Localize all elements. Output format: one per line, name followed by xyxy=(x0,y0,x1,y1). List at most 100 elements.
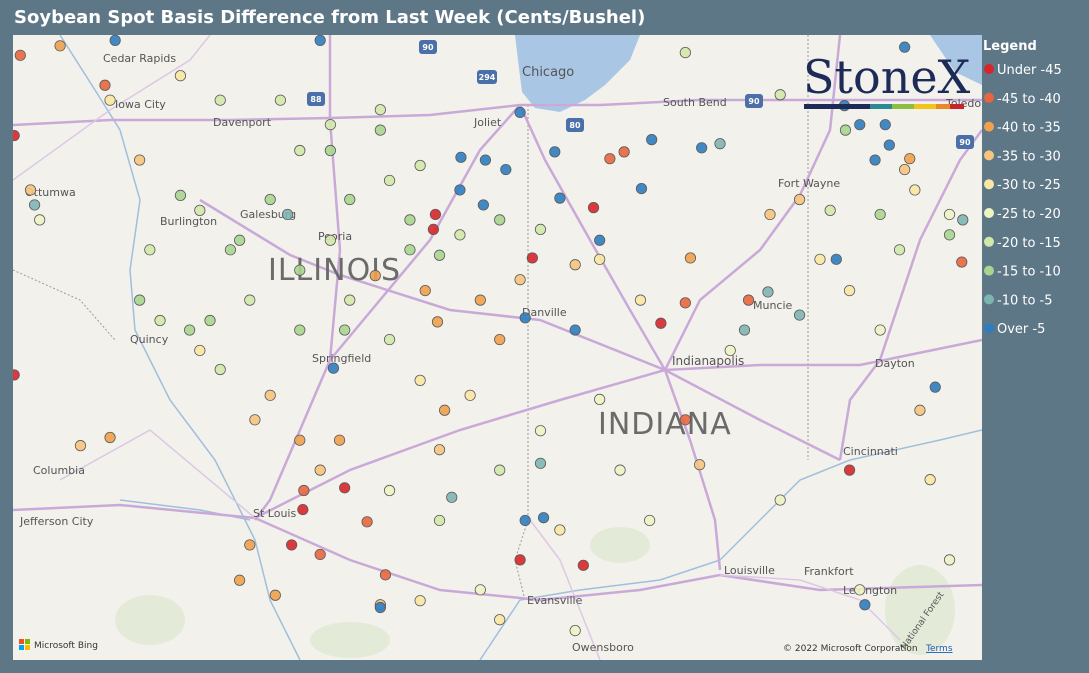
location-point xyxy=(519,514,531,527)
location-point xyxy=(764,208,776,221)
location-point xyxy=(429,208,442,221)
location-point xyxy=(914,404,926,416)
place-label: Davenport xyxy=(213,116,272,129)
location-point xyxy=(793,193,806,206)
place-label: Indianapolis xyxy=(672,354,744,368)
location-point xyxy=(714,138,726,150)
location-point xyxy=(361,516,373,528)
location-point xyxy=(684,252,697,264)
location-point xyxy=(943,208,956,221)
location-point xyxy=(679,46,691,59)
location-point xyxy=(333,434,346,446)
map-background xyxy=(13,35,982,660)
location-point xyxy=(569,624,581,637)
state-border xyxy=(13,269,116,341)
location-point xyxy=(13,369,20,381)
terms-link[interactable]: Terms xyxy=(925,644,953,654)
location-point xyxy=(454,184,466,196)
location-point xyxy=(294,144,306,157)
location-point xyxy=(454,229,466,241)
location-point xyxy=(54,40,66,52)
location-point xyxy=(374,124,386,136)
location-point xyxy=(286,539,298,551)
shield: 90 xyxy=(956,135,974,149)
location-point xyxy=(99,79,111,91)
place-label: Burlington xyxy=(160,215,217,228)
location-point xyxy=(634,294,647,306)
location-point xyxy=(184,324,196,336)
location-point xyxy=(431,316,444,328)
legend-title: Legend xyxy=(983,39,1037,54)
map: Cedar Rapids Iowa City Davenport Chicago… xyxy=(13,35,982,660)
location-point xyxy=(294,434,306,446)
location-point xyxy=(214,363,226,376)
place-label: Galesburg xyxy=(240,208,296,221)
location-point xyxy=(843,464,856,476)
location-point xyxy=(324,119,336,131)
legend-swatch xyxy=(984,179,994,190)
location-point xyxy=(74,440,87,452)
legend-label: -25 to -20 xyxy=(997,207,1061,222)
location-point xyxy=(344,193,356,206)
location-point xyxy=(679,297,691,309)
location-point xyxy=(214,94,226,106)
location-point xyxy=(830,253,842,265)
state-border xyxy=(514,105,529,601)
location-point xyxy=(427,223,439,235)
location-point xyxy=(194,204,206,216)
legend-swatch xyxy=(984,208,994,218)
location-point xyxy=(869,154,881,166)
location-point xyxy=(433,249,446,261)
location-point xyxy=(694,459,706,471)
location-point xyxy=(909,184,921,196)
location-point xyxy=(204,314,216,327)
logo: StoneX xyxy=(803,50,971,109)
location-point xyxy=(774,89,786,101)
location-point xyxy=(339,482,351,494)
location-point xyxy=(874,208,886,221)
location-point xyxy=(294,264,306,276)
location-point xyxy=(134,294,146,306)
place-label: Owensboro xyxy=(572,641,634,654)
shield-label: 294 xyxy=(479,73,496,82)
lake-erie xyxy=(930,35,982,85)
location-point xyxy=(297,503,309,516)
place-label: Fort Wayne xyxy=(778,177,840,190)
legend-swatch xyxy=(984,150,994,161)
location-point xyxy=(824,204,836,216)
location-point xyxy=(874,324,886,336)
location-point xyxy=(943,229,956,241)
legend-swatch xyxy=(984,121,994,132)
location-point xyxy=(104,431,116,444)
location-point xyxy=(646,134,658,146)
place-label: St Louis xyxy=(253,507,296,520)
legend-label: -40 to -35 xyxy=(997,121,1061,136)
shield-label: 90 xyxy=(748,97,760,106)
location-point xyxy=(577,559,589,571)
shield: 80 xyxy=(566,118,584,132)
location-point xyxy=(549,146,561,158)
location-point xyxy=(514,274,526,286)
place-label: Evansville xyxy=(527,594,583,607)
river xyxy=(59,35,301,660)
legend-swatch xyxy=(984,92,994,103)
place-label: South Bend xyxy=(663,96,727,109)
shield: 88 xyxy=(307,92,325,106)
legend-label: -10 to -5 xyxy=(997,293,1053,308)
location-point xyxy=(174,70,187,82)
legend-swatch xyxy=(984,265,994,276)
location-point xyxy=(433,514,446,527)
legend-label: Over -5 xyxy=(997,322,1045,337)
place-label: Danville xyxy=(522,306,567,319)
location-point xyxy=(134,154,146,166)
location-point xyxy=(762,286,774,298)
legend-label: -35 to -30 xyxy=(997,149,1061,164)
location-point xyxy=(414,374,426,386)
location-point xyxy=(383,333,396,346)
location-point xyxy=(594,393,606,405)
location-point xyxy=(369,270,381,282)
place-label: Lexington xyxy=(843,584,897,597)
location-point xyxy=(594,253,606,265)
logo-bar xyxy=(804,104,964,109)
